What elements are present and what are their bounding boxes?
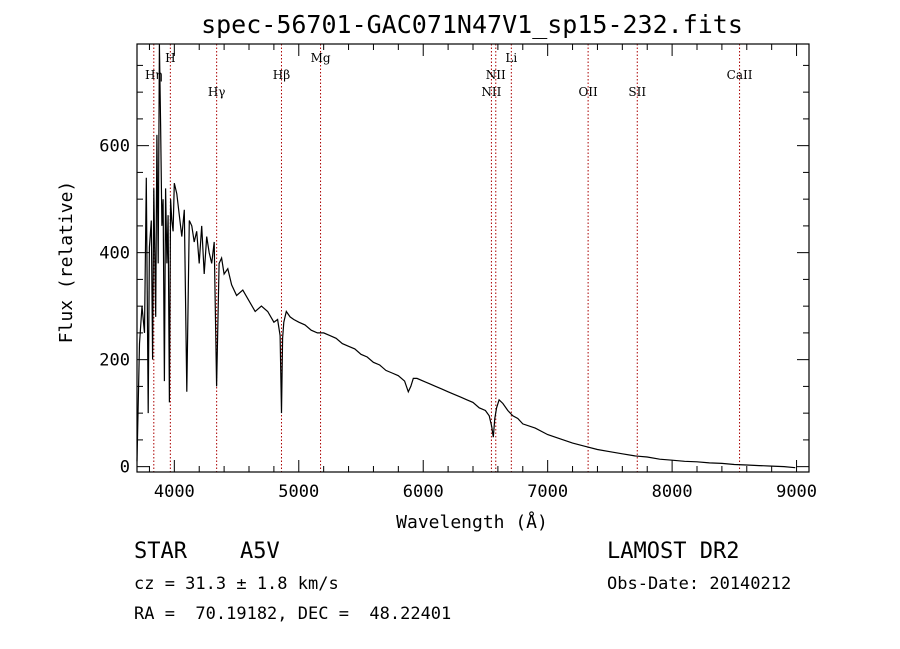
spectral-line-label: Hη: [145, 68, 163, 82]
spectral-line-label: NII: [481, 85, 501, 99]
spectral-line-label: CaII: [727, 68, 753, 82]
y-tick-label: 200: [99, 351, 130, 371]
spectral-lines-layer: HηH Hγ Hβ Mg NII NII Li OII SII CaII: [145, 44, 753, 472]
survey-name: LAMOST DR2: [607, 539, 740, 564]
x-tick-label: 9000: [776, 482, 817, 502]
x-axis-label: Wavelength (Å): [396, 511, 548, 533]
spectral-line-label: Li: [505, 51, 517, 65]
axis-ticks-layer: 4000 5000 6000 7000 8000 9000 0 200 400 600: [99, 44, 817, 502]
spectral-line-label: H: [165, 51, 175, 65]
y-axis-label: Flux (relative): [56, 181, 77, 344]
y-tick-label: 400: [99, 244, 130, 264]
spectral-line-label: Hβ: [273, 68, 290, 82]
coordinates: RA = 70.19182, DEC = 48.22401: [134, 604, 452, 624]
observation-date: Obs-Date: 20140212: [607, 574, 792, 594]
y-tick-label: 0: [120, 458, 130, 478]
x-tick-label: 8000: [652, 482, 693, 502]
spectral-line-label: NII: [486, 68, 506, 82]
chart-title: spec-56701-GAC071N47V1_sp15-232.fits: [201, 10, 743, 39]
y-tick-label: 600: [99, 137, 130, 157]
spectral-line-label: OII: [578, 85, 598, 99]
plot-frame: [136, 43, 810, 473]
x-tick-label: 5000: [278, 482, 319, 502]
x-tick-label: 6000: [403, 482, 444, 502]
spectral-line-label: SII: [628, 85, 646, 99]
x-tick-label: 7000: [527, 482, 568, 502]
spectral-line-label: Mg: [311, 51, 331, 65]
redshift-velocity: cz = 31.3 ± 1.8 km/s: [134, 574, 339, 594]
spectral-subclass: A5V: [240, 539, 280, 564]
object-class: STAR: [134, 539, 187, 564]
x-tick-label: 4000: [154, 482, 195, 502]
spectrum-series-line: [136, 43, 796, 469]
spectral-line-label: Hγ: [208, 85, 226, 99]
